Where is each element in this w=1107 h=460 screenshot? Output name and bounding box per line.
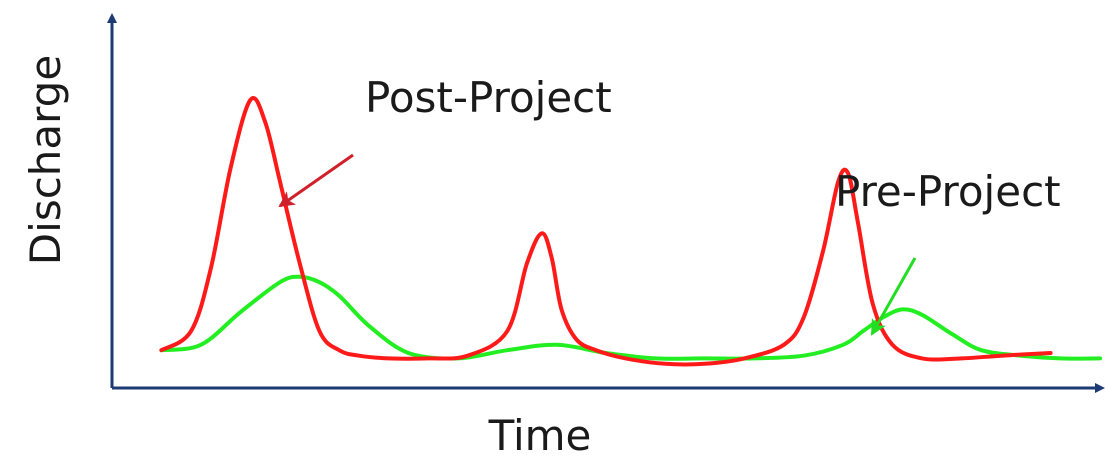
annotation-arrow-pre-project xyxy=(870,257,917,336)
series-line-pre-project xyxy=(159,274,1102,361)
x-axis-label: Time xyxy=(488,411,592,460)
series-line-post-project xyxy=(159,96,1053,367)
annotation-pre-project: Pre-Project xyxy=(835,167,1061,216)
y-axis-label: Discharge xyxy=(21,55,70,265)
annotation-post-project: Post-Project xyxy=(365,73,612,122)
annotation-arrow-post-project xyxy=(278,153,354,208)
